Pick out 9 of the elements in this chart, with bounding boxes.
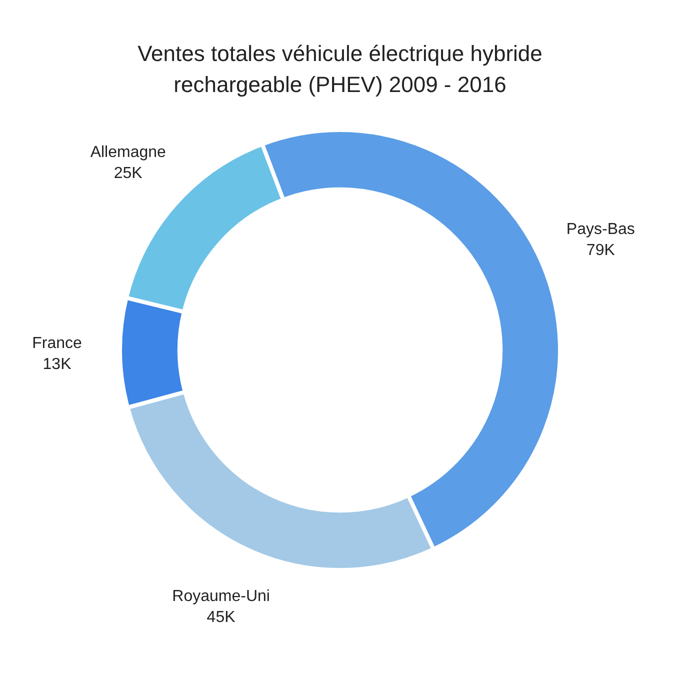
- data-label: 13K: [42, 356, 72, 373]
- slice-label: France: [32, 334, 82, 352]
- data-label: 79K: [586, 242, 616, 260]
- data-label: 45K: [206, 609, 236, 626]
- slice-label: Allemagne: [90, 144, 166, 161]
- chart-title: Ventes totales véhicule électrique hybride rechargeable (PHEV) 2009 - 2016: [136, 40, 544, 99]
- data-label: 25K: [114, 164, 143, 182]
- slice-label: Royaume-Uni: [172, 588, 270, 606]
- slice-label: Pays-Bas: [566, 221, 635, 238]
